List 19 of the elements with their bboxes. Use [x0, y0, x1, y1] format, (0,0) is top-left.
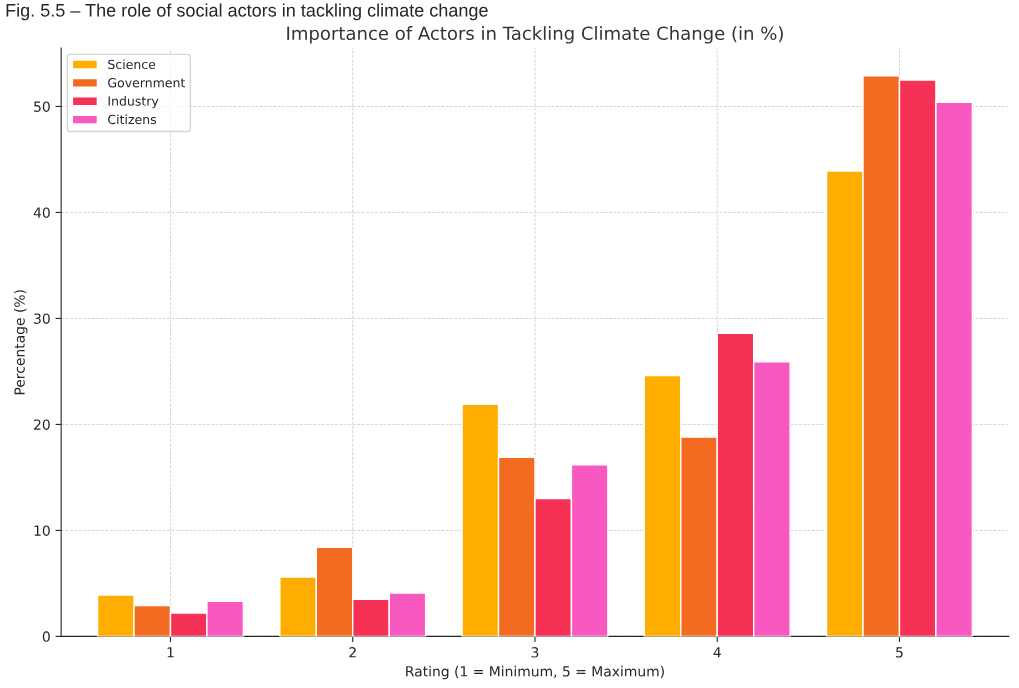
chart-title: Importance of Actors in Tackling Climate Change (in %) — [287, 26, 783, 44]
x-tick-label: 4 — [713, 647, 721, 658]
y-tick-label: 10 — [34, 525, 50, 536]
legend-label: Industry — [108, 96, 159, 109]
x-axis-title: Rating (1 = Minimum, 5 = Maximum) — [406, 665, 664, 680]
legend-label: Science — [108, 59, 156, 70]
y-tick-label: 0 — [42, 631, 50, 642]
caption: Fig. 5.5 – The role of social actors in tackling climate change — [6, 3, 488, 21]
x-tick-label: 1 — [167, 647, 174, 658]
y-axis-title: Percentage (%) — [14, 290, 28, 395]
y-tick-label: 40 — [33, 207, 50, 218]
x-tick-label: 3 — [531, 647, 539, 658]
y-tick-label: 20 — [34, 419, 50, 430]
legend-label: Citizens — [108, 114, 157, 125]
y-tick-label: 50 — [34, 101, 50, 112]
y-tick-label: 30 — [34, 313, 50, 324]
legend-label: Government — [108, 77, 186, 88]
x-tick-label: 2 — [349, 647, 356, 658]
x-tick-label: 5 — [896, 647, 903, 658]
